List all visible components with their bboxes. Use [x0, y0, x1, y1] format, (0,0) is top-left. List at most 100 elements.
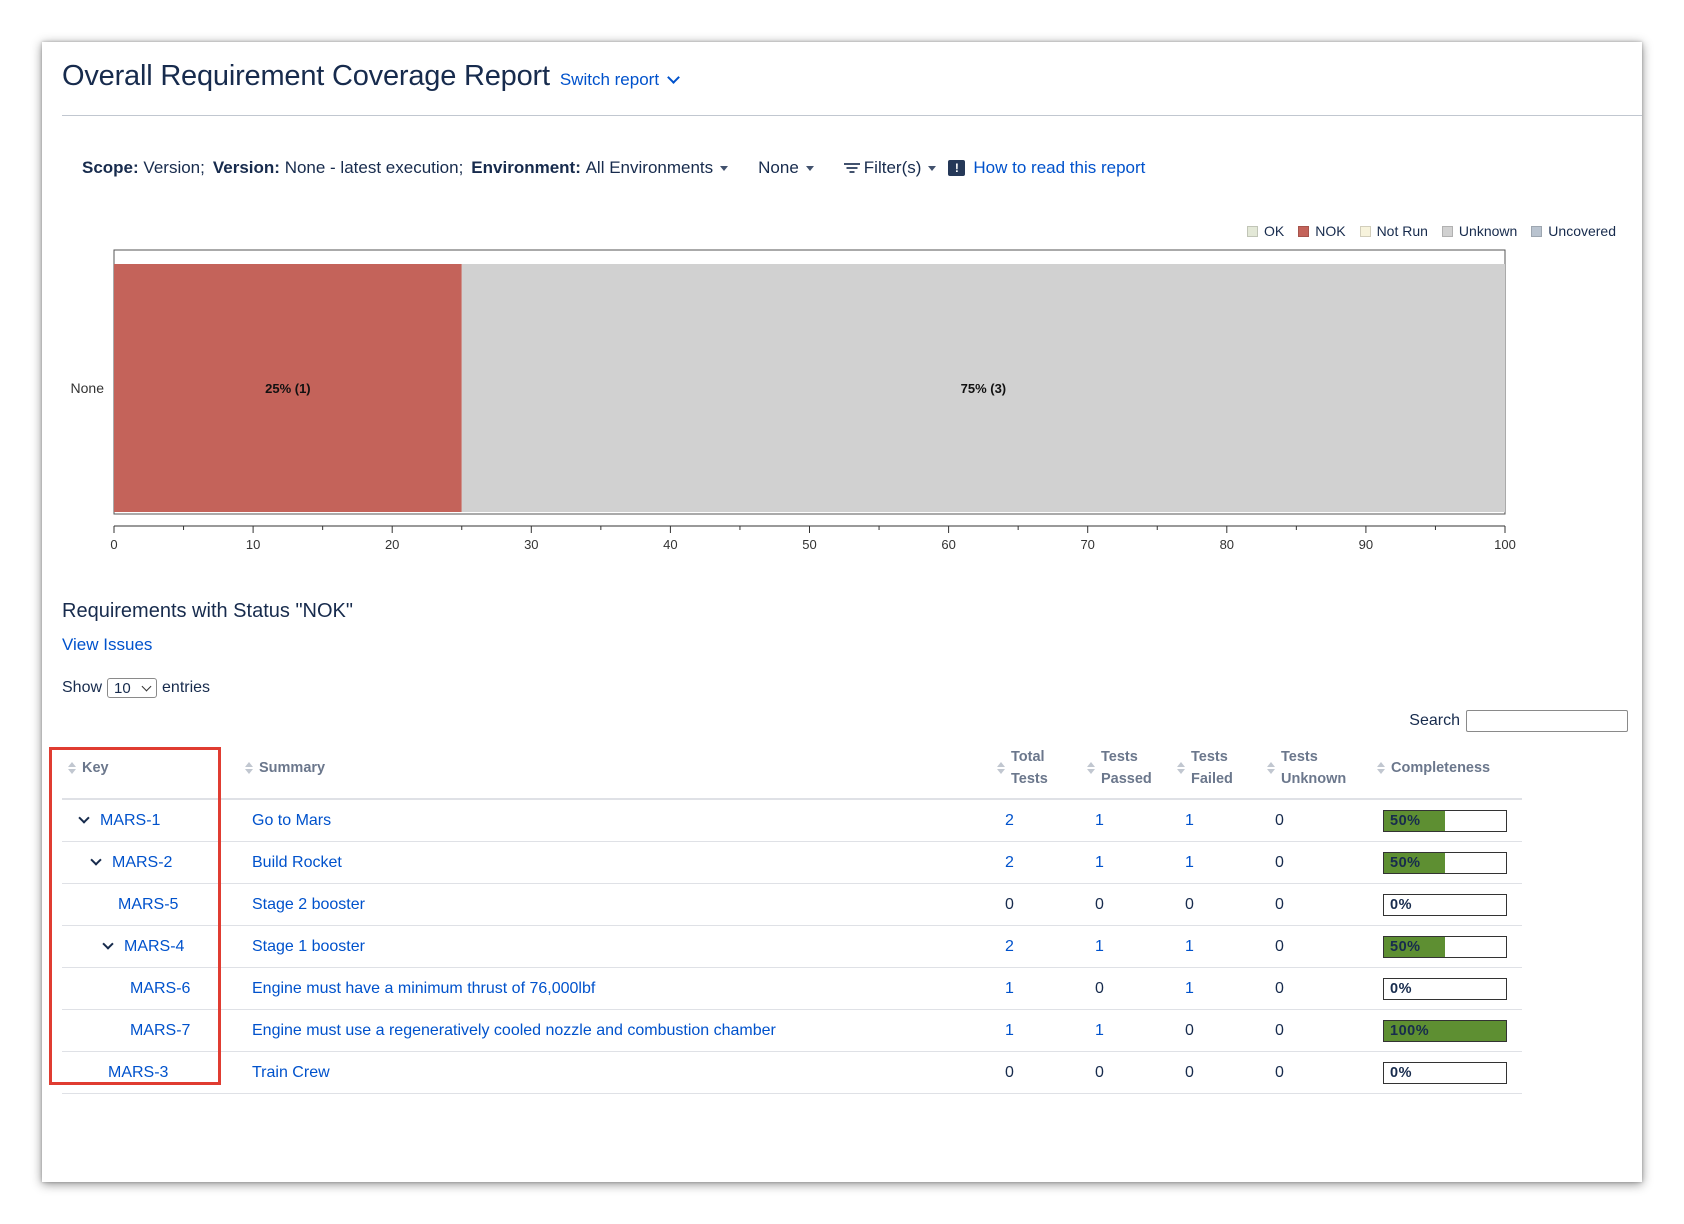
x-tick-label: 30 — [524, 537, 538, 552]
completeness-bar: 0% — [1383, 1061, 1507, 1084]
summary-link[interactable]: Train Crew — [252, 1063, 330, 1081]
how-to-read-label: How to read this report — [973, 158, 1146, 177]
total-tests-column-header[interactable]: Total Tests — [997, 738, 1087, 800]
failed-tests-link[interactable]: 1 — [1185, 853, 1194, 871]
passed-cell: 1 — [1087, 1009, 1177, 1052]
environment-dropdown[interactable]: All Environments — [586, 158, 729, 178]
summary-column-header[interactable]: Summary — [222, 738, 997, 800]
summary-link[interactable]: Stage 1 booster — [252, 937, 365, 955]
filters-dropdown[interactable]: Filter(s) — [843, 158, 937, 178]
passed-tests-link[interactable]: 1 — [1095, 811, 1104, 829]
summary-link[interactable]: Engine must have a minimum thrust of 76,… — [252, 979, 596, 997]
expand-toggle-icon[interactable] — [78, 812, 90, 824]
failed-tests-link[interactable]: 1 — [1185, 937, 1194, 955]
passed-tests-link[interactable]: 1 — [1095, 937, 1104, 955]
passed-tests-link[interactable]: 1 — [1095, 853, 1104, 871]
failed-cell: 0 — [1177, 1051, 1267, 1094]
tests-unknown-column-header[interactable]: Tests Unknown — [1267, 738, 1377, 800]
completeness-bar: 50% — [1383, 851, 1507, 874]
unknown-cell: 0 — [1267, 841, 1377, 884]
legend-swatch — [1246, 225, 1258, 237]
version-value: None - latest execution; — [284, 158, 464, 177]
passed-cell: 1 — [1087, 799, 1177, 842]
total-tests-link[interactable]: 2 — [1005, 937, 1014, 955]
x-tick-label: 80 — [1220, 537, 1234, 552]
bar-segment-nok[interactable] — [114, 264, 462, 512]
expand-toggle-icon[interactable] — [90, 854, 102, 866]
entries-select[interactable]: 10 — [107, 678, 158, 698]
bar-segment-unknown[interactable] — [461, 264, 1505, 512]
passed-tests-link[interactable]: 1 — [1095, 1021, 1104, 1039]
legend-swatch — [1441, 225, 1453, 237]
completeness-column-header[interactable]: Completeness — [1377, 738, 1522, 800]
view-issues-link[interactable]: View Issues — [62, 635, 153, 654]
caret-down-icon — [720, 165, 729, 171]
sort-icon — [1267, 762, 1275, 774]
failed-cell: 1 — [1177, 799, 1267, 842]
requirement-key-link[interactable]: MARS-3 — [108, 1063, 169, 1081]
x-tick-label: 0 — [110, 537, 117, 552]
summary-link[interactable]: Build Rocket — [252, 853, 342, 871]
table-row: MARS-1 Go to Mars 2 1 1 0 50% — [62, 799, 1522, 842]
legend-label: Uncovered — [1548, 223, 1616, 239]
entries-suffix: entries — [162, 679, 211, 696]
none-dropdown[interactable]: None — [758, 158, 814, 178]
legend-item[interactable]: Unknown — [1441, 223, 1517, 239]
completeness-bar: 0% — [1383, 977, 1507, 1000]
summary-link[interactable]: Engine must use a regeneratively cooled … — [252, 1021, 776, 1039]
key-cell: MARS-3 — [62, 1051, 222, 1094]
key-cell: MARS-7 — [62, 1009, 222, 1052]
passed-cell: 1 — [1087, 841, 1177, 884]
key-cell: MARS-6 — [62, 967, 222, 1010]
unknown-cell: 0 — [1267, 1009, 1377, 1052]
unknown-cell: 0 — [1267, 799, 1377, 842]
caret-down-icon — [928, 165, 937, 171]
completeness-bar: 50% — [1383, 935, 1507, 958]
x-tick-label: 40 — [663, 537, 677, 552]
total-tests-link[interactable]: 1 — [1005, 1021, 1014, 1039]
tests-failed-column-header[interactable]: Tests Failed — [1177, 738, 1267, 800]
table-row: MARS-6 Engine must have a minimum thrust … — [62, 967, 1522, 1010]
sort-icon — [1377, 762, 1385, 774]
switch-report-dropdown[interactable]: Switch report — [560, 70, 680, 90]
legend-swatch — [1298, 225, 1310, 237]
table-row: MARS-4 Stage 1 booster 2 1 1 0 50% — [62, 925, 1522, 968]
how-to-read-link[interactable]: ! How to read this report — [948, 158, 1145, 178]
failed-tests-link[interactable]: 1 — [1185, 979, 1194, 997]
legend-item[interactable]: Uncovered — [1531, 223, 1616, 239]
requirement-key-link[interactable]: MARS-4 — [124, 937, 185, 955]
total-tests-link[interactable]: 2 — [1005, 811, 1014, 829]
requirement-key-link[interactable]: MARS-6 — [130, 979, 191, 997]
total-cell: 1 — [997, 1009, 1087, 1052]
total-tests-link[interactable]: 2 — [1005, 853, 1014, 871]
legend-item[interactable]: NOK — [1298, 223, 1346, 239]
completeness-value: 0% — [1390, 1064, 1412, 1081]
passed-cell: 1 — [1087, 925, 1177, 968]
filters-label: Filter(s) — [863, 158, 922, 177]
summary-link[interactable]: Go to Mars — [252, 811, 332, 829]
passed-tests-value: 0 — [1095, 979, 1104, 997]
requirement-key-link[interactable]: MARS-2 — [112, 853, 173, 871]
requirement-key-link[interactable]: MARS-5 — [118, 895, 179, 913]
scope-value: Version; — [143, 158, 205, 177]
expand-toggle-icon[interactable] — [102, 938, 114, 950]
show-label: Show — [62, 679, 103, 696]
legend-item[interactable]: Not Run — [1359, 223, 1428, 239]
entries-value: 10 — [114, 679, 131, 697]
total-tests-link[interactable]: 1 — [1005, 979, 1014, 997]
tests-passed-column-header[interactable]: Tests Passed — [1087, 738, 1177, 800]
sort-icon — [1087, 762, 1095, 774]
unknown-cell: 0 — [1267, 967, 1377, 1010]
key-column-header[interactable]: Key — [62, 738, 222, 800]
failed-cell: 0 — [1177, 1009, 1267, 1052]
requirement-key-link[interactable]: MARS-1 — [100, 811, 161, 829]
failed-tests-link[interactable]: 1 — [1185, 811, 1194, 829]
completeness-fill — [1384, 936, 1445, 957]
category-label: None — [71, 380, 105, 396]
search-input[interactable] — [1466, 710, 1628, 732]
requirement-key-link[interactable]: MARS-7 — [130, 1021, 191, 1039]
summary-link[interactable]: Stage 2 booster — [252, 895, 365, 913]
completeness-bar: 0% — [1383, 893, 1507, 916]
legend-item[interactable]: OK — [1246, 223, 1284, 239]
scope-bar: Scope: Version; Version: None - latest e… — [82, 158, 1145, 178]
